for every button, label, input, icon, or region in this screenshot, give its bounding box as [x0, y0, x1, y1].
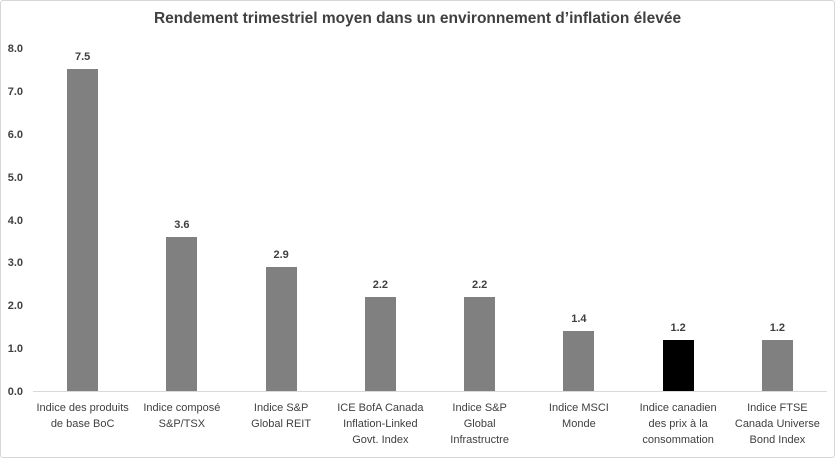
category-label-line: Canada Universe [734, 418, 820, 430]
bar-value-label: 2.9 [273, 248, 289, 261]
bar [563, 330, 595, 391]
y-tick-label: 3.0 [7, 257, 23, 270]
category-column: 2.2 Indice S&P Global Infrastructre [430, 49, 529, 446]
category-column: 1.2 Indice canadien des prix à la consommat… [629, 49, 728, 446]
bar-value-label: 1.2 [670, 321, 686, 334]
category-column: 2.2 ICE BofA Canada Inflation-Linked Govt. … [331, 49, 430, 446]
y-tick-label: 2.0 [7, 300, 23, 313]
y-tick-label: 4.0 [7, 214, 23, 227]
category-label-line: Global [463, 418, 496, 430]
category-label-line: consommation [642, 434, 714, 446]
bar-value-label: 2.2 [372, 278, 389, 291]
bar [761, 339, 793, 391]
bar-value-label: 3.6 [174, 218, 190, 231]
plot-area: 7.5 Indice des produits de base BoC 3.6 Indi… [33, 49, 827, 446]
category-label: Indice composé S&P/TSX [126, 400, 237, 432]
category-label: Indice FTSE Canada Universe Bond Index [722, 400, 833, 448]
y-axis: 0.0 1.0 2.0 3.0 4.0 5.0 6.0 7.0 8.0 [1, 43, 23, 398]
category-column: 3.6 Indice composé S&P/TSX [132, 49, 231, 430]
bar-value-label: 7.5 [74, 51, 91, 64]
category-column: 1.2 Indice FTSE Canada Universe Bond Index [728, 49, 827, 446]
bar-value-label: 2.2 [471, 278, 488, 291]
bar [166, 236, 198, 391]
category-label-line: de base BoC [50, 418, 115, 430]
category-label-line: S&P/TSX [158, 418, 206, 430]
bar [662, 339, 694, 391]
bar-value-label: 1.2 [769, 321, 786, 334]
category-label-line: des prix à la [648, 418, 708, 430]
y-tick-label: 6.0 [7, 128, 23, 141]
category-column: 7.5 Indice des produits de base BoC [33, 49, 132, 430]
category-label-line: Global REIT [251, 418, 312, 430]
y-tick-label: 5.0 [7, 171, 23, 184]
category-label-line: Indice FTSE [747, 402, 808, 414]
category-label: Indice des produits de base BoC [27, 400, 138, 432]
y-tick-label: 7.0 [7, 85, 23, 98]
category-label-line: Indice composé [143, 402, 221, 414]
bar [464, 296, 496, 391]
chart-title: Rendement trimestriel moyen dans un envi… [153, 10, 682, 27]
category-label: Indice MSCI Monde [523, 400, 634, 432]
bar [364, 296, 396, 391]
y-tick-label: 1.0 [7, 343, 23, 356]
category-label-line: Indice canadien [639, 402, 717, 414]
category-label-line: Indice MSCI [548, 402, 609, 414]
category-label-line: Govt. Index [352, 434, 409, 446]
y-tick-label: 0.0 [7, 386, 23, 398]
category-column: 2.9 Indice S&P Global REIT [232, 49, 331, 430]
category-column: 1.4 Indice MSCI Monde [529, 49, 628, 430]
bar-value-label: 1.4 [571, 312, 587, 325]
category-label-line: Indice des produits [36, 402, 129, 414]
category-label-line: Monde [562, 418, 596, 430]
category-label: Indice S&P Global REIT [226, 400, 337, 432]
category-label: Indice S&P Global Infrastructre [424, 400, 535, 448]
category-label: Indice canadien des prix à la consommation [623, 400, 734, 448]
category-label: ICE BofA Canada Inflation-Linked Govt. Ind… [325, 400, 436, 448]
y-tick-label: 8.0 [7, 43, 23, 55]
category-label-line: Bond Index [749, 434, 806, 446]
category-label-line: ICE BofA Canada [337, 402, 424, 414]
category-label-line: Indice S&P [253, 402, 309, 414]
category-label-line: Indice S&P [452, 402, 507, 414]
category-label-line: Infrastructre [450, 434, 509, 446]
bar [265, 266, 297, 391]
bar [67, 69, 99, 391]
category-label-line: Inflation-Linked [343, 418, 418, 430]
